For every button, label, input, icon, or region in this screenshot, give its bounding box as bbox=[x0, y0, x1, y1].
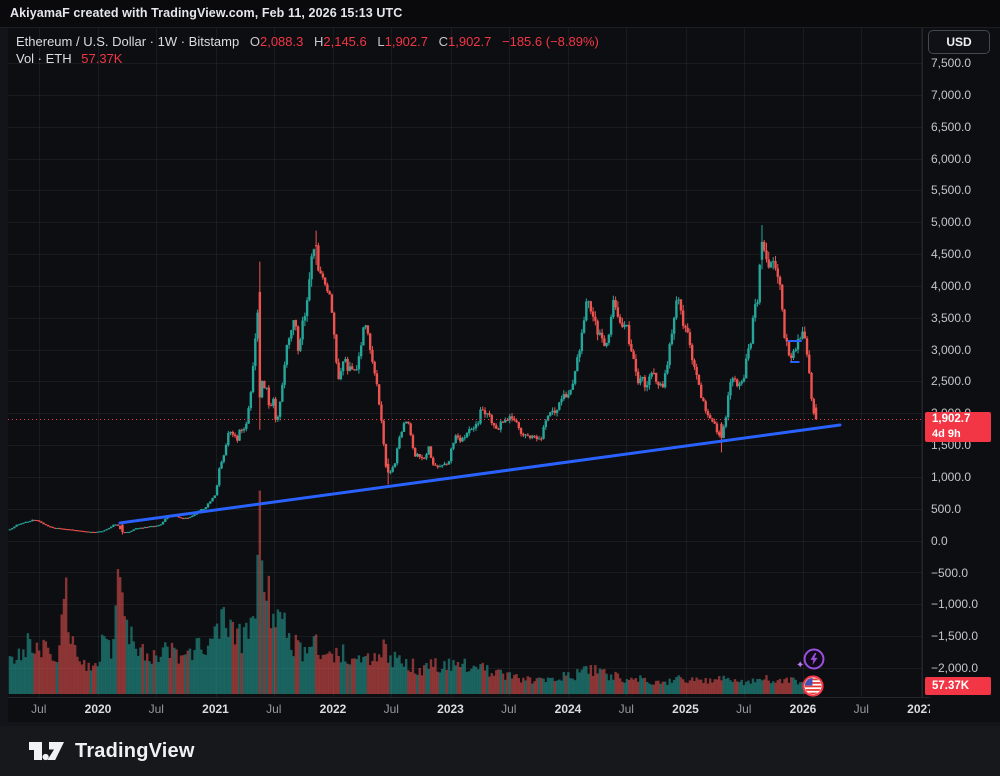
price-tick-label: 5,500.0 bbox=[931, 183, 972, 198]
last-price-tag: 1,902.7 4d 9h bbox=[925, 412, 991, 442]
time-tick-label: Jul bbox=[266, 702, 282, 716]
price-tick-label: 4,500.0 bbox=[931, 247, 972, 262]
price-tick-label: 4,000.0 bbox=[931, 278, 972, 293]
volume-label: Vol · ETH bbox=[16, 51, 72, 66]
attribution-text: AkiyamaF created with TradingView.com, F… bbox=[10, 6, 403, 20]
price-pane[interactable]: Ethereum / U.S. Dollar · 1W · Bitstamp O… bbox=[8, 28, 922, 697]
time-tick-label: 2020 bbox=[84, 702, 112, 716]
open-label: O bbox=[249, 34, 260, 49]
price-tick-label: 7,500.0 bbox=[931, 56, 972, 70]
close-label: C bbox=[438, 34, 448, 49]
time-axis[interactable]: Jul 2020 Jul 2021 Jul 2022 Jul 2023 Jul 2024 Jul 20… bbox=[8, 697, 930, 722]
time-tick-label: 2022 bbox=[319, 702, 347, 716]
price-tick-label: 500.0 bbox=[931, 501, 962, 516]
time-tick-label: Jul bbox=[31, 702, 47, 716]
low-label: L bbox=[377, 34, 385, 49]
low-value: 1,902.7 bbox=[384, 34, 428, 49]
price-tick-label: 1,000.0 bbox=[931, 469, 972, 484]
tradingview-wordmark[interactable]: TradingView bbox=[75, 739, 195, 762]
chart-legend: Ethereum / U.S. Dollar · 1W · Bitstamp O… bbox=[16, 33, 599, 67]
time-tick-label: Jul bbox=[618, 702, 634, 716]
change-value: −185.6 (−8.89%) bbox=[502, 34, 599, 49]
price-tick-label: 3,000.0 bbox=[931, 342, 972, 357]
symbol-legend-row[interactable]: Ethereum / U.S. Dollar · 1W · Bitstamp O… bbox=[16, 33, 599, 50]
time-tick-label: 2026 bbox=[789, 702, 817, 716]
volume-value-tag: 57.37K bbox=[925, 677, 991, 695]
price-tick-label: 5,000.0 bbox=[931, 215, 972, 230]
price-tick-label: 6,000.0 bbox=[931, 151, 972, 166]
chart-canvas bbox=[8, 28, 922, 697]
time-tick-label: 2023 bbox=[437, 702, 464, 716]
time-tick-label: 2024 bbox=[554, 702, 582, 716]
price-tick-label: 3,500.0 bbox=[931, 310, 972, 325]
time-tick-label: 2021 bbox=[202, 702, 229, 716]
symbol-title: Ethereum / U.S. Dollar · 1W · Bitstamp bbox=[16, 34, 240, 49]
volume-layer bbox=[8, 490, 818, 694]
high-label: H bbox=[313, 34, 324, 49]
tradingview-logo-icon[interactable] bbox=[28, 738, 65, 764]
price-tick-label: 0.0 bbox=[931, 533, 948, 548]
close-value: 1,902.7 bbox=[448, 34, 492, 49]
sparkle-icon: ✦ bbox=[796, 660, 805, 671]
price-tick-label: 2,500.0 bbox=[931, 374, 972, 389]
high-value: 2,145.6 bbox=[323, 34, 367, 49]
time-tick-label: Jul bbox=[148, 702, 164, 716]
time-tick-label: 2025 bbox=[672, 702, 699, 716]
price-tick-label: −1,500.0 bbox=[931, 629, 979, 644]
time-tick-label: Jul bbox=[501, 702, 517, 716]
open-value: 2,088.3 bbox=[259, 34, 304, 49]
footer: TradingView bbox=[0, 726, 1000, 776]
bar-countdown: 4d 9h bbox=[932, 428, 961, 440]
time-tick-label: Jul bbox=[736, 702, 752, 716]
price-axis[interactable]: 7,500.0 7,000.0 6,500.0 6,000.0 5,500.0 5,000… bbox=[922, 28, 1000, 722]
time-tick-label: Jul bbox=[853, 702, 869, 716]
volume-value: 57.37K bbox=[81, 51, 123, 66]
attribution-bar: AkiyamaF created with TradingView.com, F… bbox=[0, 0, 1000, 28]
price-tick-label: −1,000.0 bbox=[931, 597, 979, 612]
candles-layer bbox=[8, 225, 818, 535]
time-tick-label: 2027 bbox=[907, 702, 930, 716]
last-price-value: 1,902.7 bbox=[932, 413, 971, 425]
lightning-icon bbox=[803, 648, 825, 670]
grid-layer bbox=[8, 28, 922, 697]
price-tick-label: 7,000.0 bbox=[931, 87, 972, 102]
time-tick-label: Jul bbox=[383, 702, 399, 716]
minds-flag-button[interactable] bbox=[802, 675, 824, 697]
price-tick-label: −500.0 bbox=[931, 565, 969, 580]
volume-legend-row[interactable]: Vol · ETH 57.37K bbox=[16, 50, 599, 67]
price-tick-label: 6,500.0 bbox=[931, 119, 972, 134]
currency-unit-button[interactable]: USD bbox=[928, 30, 990, 54]
us-flag-icon bbox=[802, 675, 824, 697]
price-tick-label: −2,000.0 bbox=[931, 661, 979, 675]
idea-marker-button[interactable] bbox=[803, 648, 825, 670]
trendline[interactable] bbox=[118, 423, 842, 525]
